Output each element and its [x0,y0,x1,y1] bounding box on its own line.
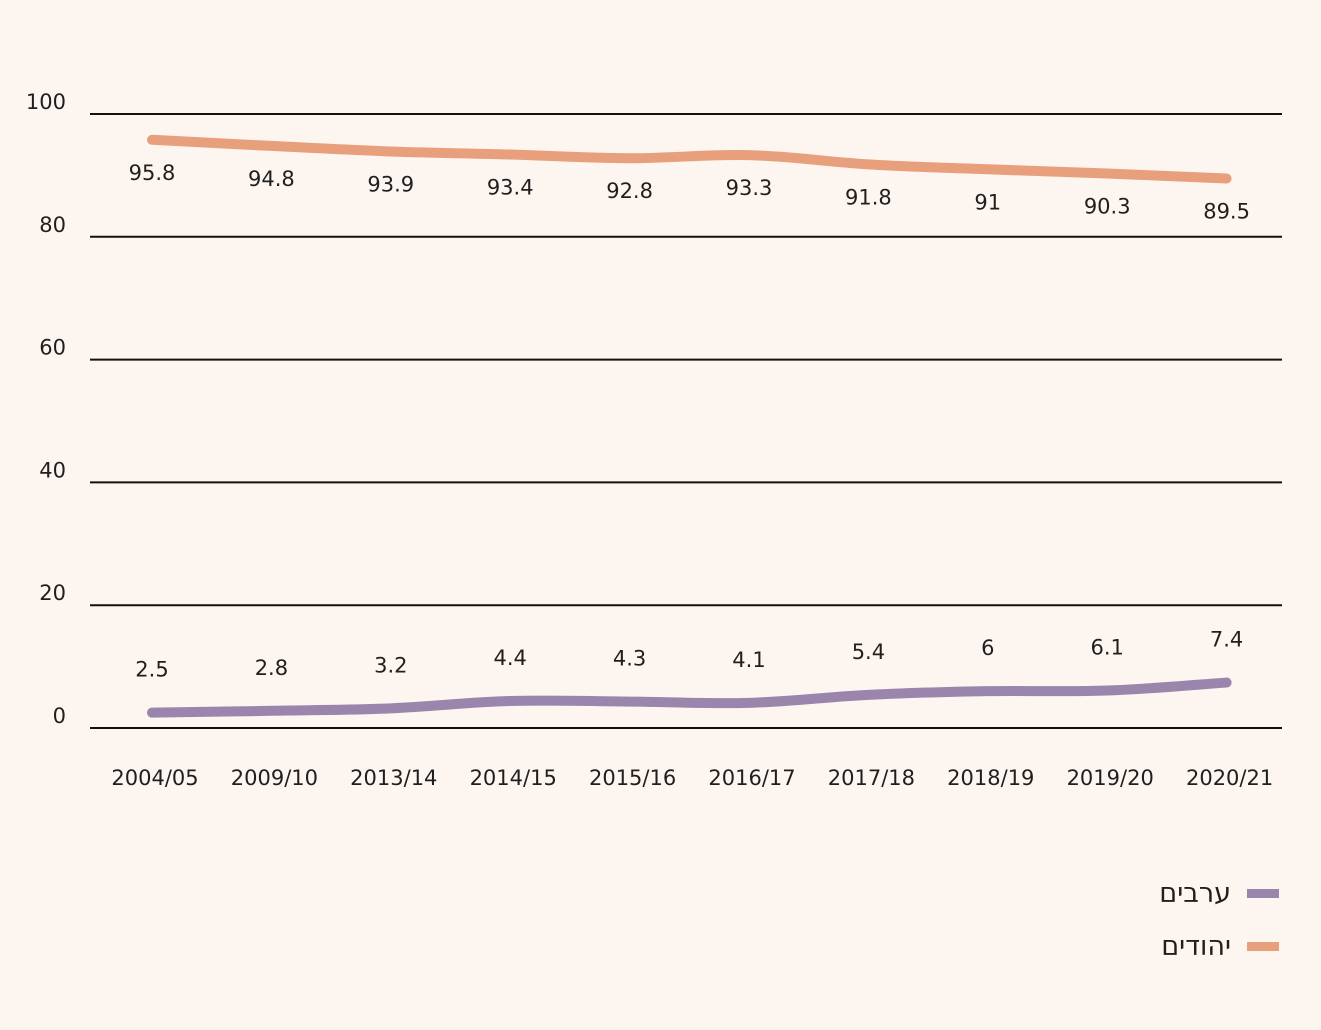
data-label: 92.8 [606,179,653,203]
x-axis-ticks: 2004/05 2009/10 2013/14 2014/15 2015/16 2016/… [111,766,1273,790]
data-label: 93.9 [367,172,414,196]
data-label: 6.1 [1090,636,1123,660]
data-label: 7.4 [1210,628,1243,652]
data-label: 89.5 [1203,199,1250,223]
data-label: 90.3 [1084,195,1131,219]
data-label: 94.8 [248,167,295,191]
y-tick-label: 100 [26,90,66,114]
y-tick-label: 0 [53,704,66,728]
x-tick-label: 2015/16 [589,766,676,790]
data-label: 93.4 [487,176,534,200]
series-line-jews [147,134,1232,184]
legend-label: יהודים [1161,931,1231,962]
y-axis-ticks: 0 20 40 60 80 100 [26,90,66,728]
legend-swatch [1247,889,1279,898]
data-label: 91 [974,190,1001,214]
x-tick-label: 2014/15 [470,766,557,790]
data-label: 4.3 [613,647,646,671]
data-label: 95.8 [129,161,176,185]
data-label: 2.5 [135,658,168,682]
x-tick-label: 2017/18 [828,766,915,790]
legend-item-jews: יהודים [1159,931,1279,962]
data-label: 5.4 [852,640,885,664]
legend-label: ערבים [1159,878,1231,909]
legend-item-arabs: ערבים [1159,878,1279,909]
series-lines [147,134,1232,718]
x-tick-label: 2004/05 [111,766,198,790]
y-tick-label: 60 [39,336,66,360]
data-label: 2.8 [255,656,288,680]
data-label: 93.3 [726,176,773,200]
data-label: 3.2 [374,653,407,677]
x-tick-label: 2009/10 [231,766,318,790]
x-tick-label: 2016/17 [708,766,795,790]
data-label: 91.8 [845,185,892,209]
data-labels: 95.8 94.8 93.9 93.4 92.8 93.3 91.8 91 90.3 89.5 2.… [129,161,1250,682]
data-label: 6 [981,636,994,660]
y-tick-label: 80 [39,213,66,237]
gridlines [90,113,1282,729]
x-tick-label: 2020/21 [1186,766,1273,790]
y-tick-label: 20 [39,581,66,605]
data-label: 4.1 [732,648,765,672]
legend-swatch [1247,942,1279,951]
y-tick-label: 40 [39,458,66,482]
x-tick-label: 2018/19 [947,766,1034,790]
x-tick-label: 2013/14 [350,766,437,790]
series-line-arabs [147,677,1232,718]
x-tick-label: 2019/20 [1067,766,1154,790]
data-label: 4.4 [493,646,526,670]
legend: ערבים יהודים [1159,878,1279,962]
